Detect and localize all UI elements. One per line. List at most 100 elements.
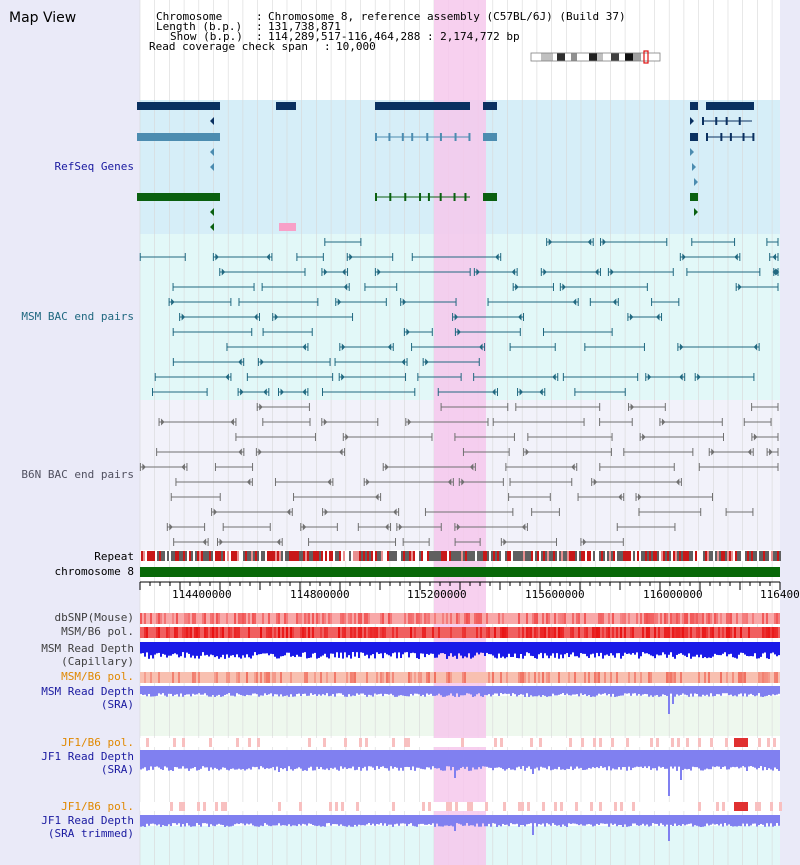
depth-bar <box>404 642 406 653</box>
repeat-stripe <box>199 551 201 561</box>
depth-bar <box>382 642 384 659</box>
strand-arrow <box>618 493 622 501</box>
strand-arrow <box>407 418 412 426</box>
depth-bar <box>246 686 248 695</box>
track-label-msm-bac[interactable]: MSM BAC end pairs <box>21 310 134 323</box>
highlight-region[interactable] <box>434 0 486 865</box>
depth-bar <box>178 815 180 824</box>
heat-stripe <box>174 627 176 638</box>
strand-arrow <box>324 508 329 516</box>
chromosome-ideogram[interactable] <box>530 50 661 64</box>
ideogram-band <box>611 53 619 61</box>
depth-bar <box>334 642 336 658</box>
depth-bar <box>748 642 750 657</box>
heat-stripe <box>746 613 748 624</box>
depth-bar <box>146 642 148 653</box>
heat-stripe <box>268 613 270 624</box>
heat-stripe <box>588 672 590 683</box>
repeat-stripe <box>459 551 461 561</box>
repeat-stripe <box>439 551 441 561</box>
track-label-msm-depth-sra-1[interactable]: MSM Read Depth <box>41 685 134 698</box>
ideogram-band <box>531 53 541 61</box>
repeat-stripe <box>205 551 207 561</box>
depth-bar <box>702 642 704 659</box>
depth-bar <box>250 642 252 659</box>
depth-bar <box>212 815 214 826</box>
depth-bar <box>540 686 542 697</box>
track-label-jf1-depth-trim-2[interactable]: (SRA trimmed) <box>47 827 134 840</box>
heat-stripe <box>576 613 578 624</box>
depth-bar <box>338 686 340 694</box>
depth-bar <box>720 815 722 824</box>
depth-bar <box>290 750 292 770</box>
repeat-stripe <box>597 551 599 561</box>
track-label-msm-depth-sra-2[interactable]: (SRA) <box>100 698 134 711</box>
repeat-stripe <box>215 551 217 561</box>
depth-bar <box>312 750 314 771</box>
depth-bar <box>426 686 428 694</box>
depth-bar <box>186 750 188 769</box>
depth-bar <box>390 686 392 694</box>
repeat-stripe <box>463 551 465 561</box>
depth-bar <box>276 815 278 826</box>
depth-bar <box>486 750 488 767</box>
track-label-msm-depth-cap-2[interactable]: (Capillary) <box>61 655 134 668</box>
depth-bar <box>598 815 600 825</box>
heat-stripe <box>648 627 650 638</box>
heat-stripe <box>648 613 650 624</box>
track-label-msm-b6-pol-2[interactable]: MSM/B6 pol. <box>61 670 134 683</box>
track-label-repeat[interactable]: Repeat <box>94 550 134 563</box>
depth-bar <box>204 686 206 694</box>
depth-bar <box>662 686 664 695</box>
track-label-chromosome[interactable]: chromosome 8 <box>54 565 134 578</box>
repeat-stripe <box>341 551 343 561</box>
depth-bar <box>344 642 346 653</box>
depth-bar <box>154 815 156 825</box>
depth-bar <box>356 642 358 653</box>
track-label-b6n-bac[interactable]: B6N BAC end pairs <box>21 468 134 481</box>
track-label-jf1-depth-sra-2[interactable]: (SRA) <box>100 763 134 776</box>
repeat-stripe <box>701 551 703 561</box>
depth-bar <box>688 686 690 697</box>
track-label-jf1-depth-sra-1[interactable]: JF1 Read Depth <box>41 750 134 763</box>
depth-bar <box>386 750 388 769</box>
heat-stripe <box>276 613 278 624</box>
heat-stripe <box>758 672 760 683</box>
depth-bar <box>326 686 328 694</box>
depth-bar <box>716 686 718 695</box>
depth-bar <box>774 642 776 655</box>
depth-bar <box>304 815 306 825</box>
depth-bar <box>712 750 714 767</box>
depth-bar <box>224 642 226 659</box>
repeat-stripe <box>477 551 479 561</box>
depth-bar <box>688 750 690 769</box>
track-label-dbsnp[interactable]: dbSNP(Mouse) <box>54 611 134 624</box>
depth-bar <box>564 815 566 826</box>
depth-bar <box>622 642 624 656</box>
track-label-jf1-b6-pol-2[interactable]: JF1/B6 pol. <box>61 800 134 813</box>
heat-stripe <box>740 627 742 638</box>
track-label-jf1-depth-trim-1[interactable]: JF1 Read Depth <box>41 814 134 827</box>
depth-bar <box>258 750 260 770</box>
depth-bar <box>414 686 416 694</box>
heat-stripe <box>602 613 604 624</box>
heat-stripe <box>686 738 689 747</box>
depth-bar <box>648 750 650 767</box>
depth-bar <box>316 815 318 827</box>
depth-bar <box>758 815 760 826</box>
track-label-msm-b6-pol[interactable]: MSM/B6 pol. <box>61 625 134 638</box>
depth-bar <box>202 642 204 653</box>
track-label-refseq[interactable]: RefSeq Genes <box>54 160 134 173</box>
depth-bar <box>472 815 474 826</box>
depth-bar <box>372 686 374 697</box>
heat-stripe <box>692 613 694 624</box>
depth-bar <box>310 686 312 694</box>
depth-bar <box>328 815 330 824</box>
depth-bar <box>454 750 456 778</box>
gene-exon <box>454 133 457 141</box>
repeat-stripe <box>445 551 447 561</box>
track-label-jf1-b6-pol[interactable]: JF1/B6 pol. <box>61 736 134 749</box>
depth-bar <box>188 815 190 826</box>
track-label-msm-depth-cap-1[interactable]: MSM Read Depth <box>41 642 134 655</box>
